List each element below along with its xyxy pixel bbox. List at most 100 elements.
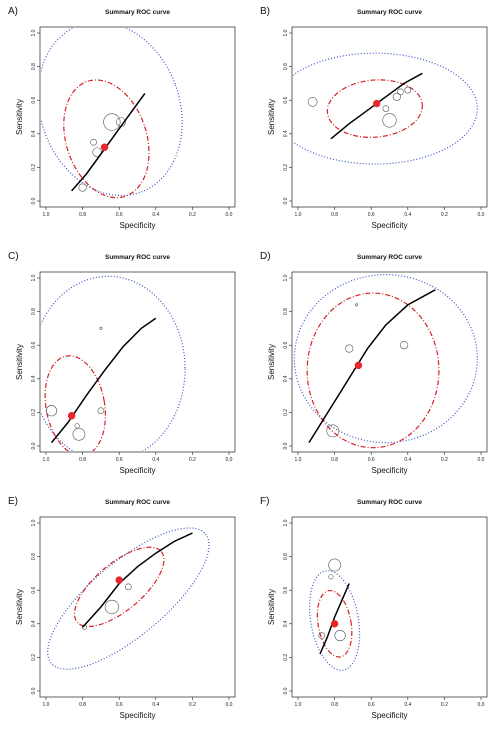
panel-label: F) xyxy=(260,496,269,507)
plot-frame xyxy=(291,516,488,698)
study-point xyxy=(74,423,80,429)
prediction-region xyxy=(293,274,478,444)
study-point xyxy=(400,341,409,350)
x-tick-label: 0.4 xyxy=(152,702,159,708)
x-tick-label: 0.6 xyxy=(368,212,375,218)
study-point xyxy=(382,113,397,128)
x-tick-label: 0.0 xyxy=(478,457,485,463)
confidence-region xyxy=(306,292,440,449)
y-tick-label: 1.0 xyxy=(31,29,37,36)
study-point xyxy=(318,632,326,639)
plot-area xyxy=(308,558,361,671)
chart-title: Summary ROC curve xyxy=(105,499,170,506)
y-tick-label: 0.2 xyxy=(283,654,289,661)
y-axis-label: Sensitivity xyxy=(267,99,276,135)
y-tick-label: 0.6 xyxy=(283,587,289,594)
x-tick-label: 0.4 xyxy=(404,212,411,218)
plot-area xyxy=(41,28,183,199)
y-tick-label: 0.4 xyxy=(283,620,289,627)
x-tick-label: 0.6 xyxy=(116,212,123,218)
x-tick-label: 1.0 xyxy=(43,212,50,218)
y-tick-label: 0.6 xyxy=(31,97,37,104)
summary-point xyxy=(372,99,381,108)
y-axis: 0.0 0.2 0.4 0.6 0.8 1.0 xyxy=(31,274,40,449)
x-tick-label: 0.6 xyxy=(116,457,123,463)
y-tick-label: 1.0 xyxy=(31,274,37,281)
y-tick-label: 0.6 xyxy=(31,342,37,349)
x-axis: 1.0 0.8 0.6 0.4 0.2 0.0 xyxy=(295,452,485,463)
study-point xyxy=(90,138,97,146)
x-axis: 1.0 0.8 0.6 0.4 0.2 0.0 xyxy=(43,697,233,708)
x-axis: 1.0 0.8 0.6 0.4 0.2 0.0 xyxy=(295,697,485,708)
x-axis-label: Specificity xyxy=(119,711,155,720)
x-axis-label: Specificity xyxy=(119,466,155,475)
chart-title: Summary ROC curve xyxy=(105,254,170,261)
x-axis-label: Specificity xyxy=(371,711,407,720)
x-tick-label: 0.2 xyxy=(441,212,448,218)
y-tick-label: 0.8 xyxy=(283,553,289,560)
x-tick-label: 1.0 xyxy=(43,457,50,463)
panel-label: C) xyxy=(8,251,19,262)
sroc-curve xyxy=(308,289,436,443)
chart-title: Summary ROC curve xyxy=(357,9,422,16)
x-axis-label: Specificity xyxy=(119,221,155,230)
x-tick-label: 0.8 xyxy=(331,702,338,708)
y-tick-label: 0.8 xyxy=(31,308,37,315)
panel-label: B) xyxy=(260,6,270,17)
x-tick-label: 0.8 xyxy=(331,212,338,218)
y-axis-label: Sensitivity xyxy=(15,589,24,625)
x-axis-label: Specificity xyxy=(371,221,407,230)
x-tick-label: 1.0 xyxy=(43,702,50,708)
study-point xyxy=(72,427,86,441)
y-tick-label: 0.4 xyxy=(283,130,289,137)
y-tick-label: 0.2 xyxy=(31,164,37,171)
y-tick-label: 0.6 xyxy=(31,587,37,594)
confidence-region xyxy=(316,589,353,658)
y-tick-label: 0.0 xyxy=(283,197,289,204)
y-tick-label: 0.8 xyxy=(283,63,289,70)
prediction-region xyxy=(293,52,478,165)
roc-panel-6: F) Summary ROC curve 1.0 0.8 0.6 0.4 0.2 0.0 0.0… xyxy=(260,496,488,720)
y-tick-label: 0.2 xyxy=(31,654,37,661)
prediction-region xyxy=(41,275,186,451)
x-tick-label: 0.2 xyxy=(441,457,448,463)
chart-title: Summary ROC curve xyxy=(357,499,422,506)
y-tick-label: 1.0 xyxy=(283,29,289,36)
plot-area xyxy=(47,527,210,670)
y-axis-label: Sensitivity xyxy=(267,344,276,380)
study-point xyxy=(345,344,354,353)
confidence-region xyxy=(73,546,165,628)
y-tick-label: 0.0 xyxy=(31,197,37,204)
sroc-curve xyxy=(319,583,350,655)
y-tick-label: 1.0 xyxy=(31,519,37,526)
x-tick-label: 0.6 xyxy=(116,702,123,708)
y-tick-label: 0.4 xyxy=(283,375,289,382)
x-tick-label: 1.0 xyxy=(295,702,302,708)
x-tick-label: 0.2 xyxy=(189,702,196,708)
x-tick-label: 0.2 xyxy=(441,702,448,708)
x-tick-label: 0.8 xyxy=(79,702,86,708)
x-tick-label: 0.2 xyxy=(189,212,196,218)
plot-frame xyxy=(39,271,236,453)
x-tick-label: 0.6 xyxy=(368,702,375,708)
x-tick-label: 0.8 xyxy=(331,457,338,463)
x-tick-label: 0.0 xyxy=(478,702,485,708)
y-axis: 0.0 0.2 0.4 0.6 0.8 1.0 xyxy=(31,29,40,204)
y-tick-label: 0.2 xyxy=(283,409,289,416)
y-tick-label: 0.4 xyxy=(31,130,37,137)
panel-label: D) xyxy=(260,251,271,262)
y-tick-label: 0.6 xyxy=(283,97,289,104)
sroc-curve xyxy=(71,93,146,192)
study-point xyxy=(397,88,404,96)
y-tick-label: 0.0 xyxy=(283,687,289,694)
plot-frame xyxy=(291,26,488,208)
y-tick-label: 0.0 xyxy=(283,442,289,449)
confidence-region xyxy=(326,79,423,138)
plot-area xyxy=(293,274,478,449)
x-tick-label: 0.0 xyxy=(226,212,233,218)
